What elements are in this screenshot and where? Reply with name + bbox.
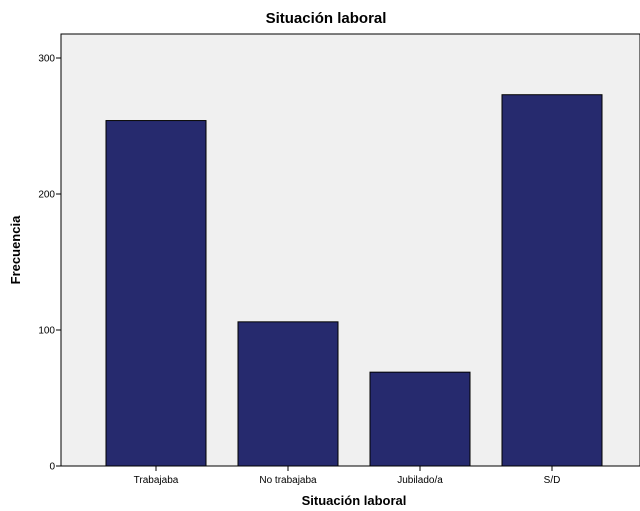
bar-trabajaba — [105, 120, 207, 467]
y-tick-label: 0 — [49, 462, 55, 473]
bar-jubilado-a — [369, 371, 471, 467]
y-axis-title: Frecuencia — [8, 215, 23, 284]
x-tick-label: Trabajaba — [134, 475, 179, 486]
x-tick-label: S/D — [544, 475, 561, 486]
x-axis-title: Situación laboral — [302, 493, 407, 508]
y-tick-label: 300 — [38, 54, 55, 65]
x-tick-label: No trabajaba — [259, 475, 317, 486]
chart-title: Situación laboral — [266, 10, 387, 27]
bar-no-trabajaba — [237, 321, 339, 467]
bar-s-d — [501, 94, 603, 467]
x-axis: Trabajaba No trabajaba Jubilado/a S/D — [134, 466, 561, 486]
y-tick-label: 100 — [38, 326, 55, 337]
y-tick-label: 200 — [38, 190, 55, 201]
x-tick-label: Jubilado/a — [397, 475, 443, 486]
y-axis: 0 100 200 300 — [38, 54, 61, 473]
